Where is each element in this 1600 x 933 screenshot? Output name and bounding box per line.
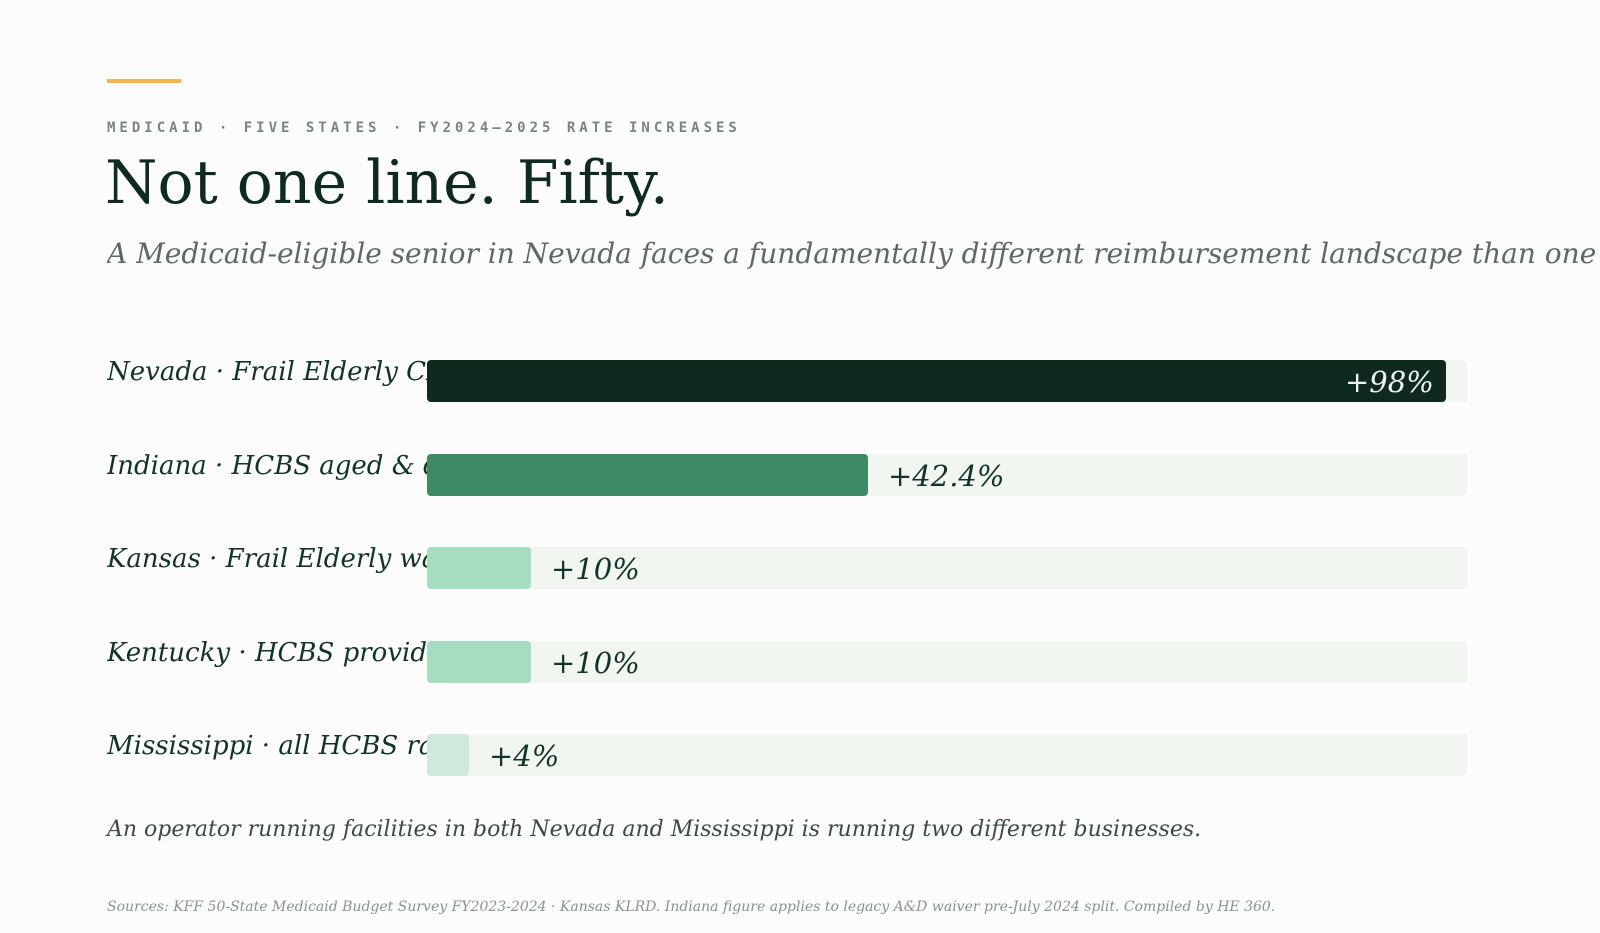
- bar: [427, 360, 1446, 402]
- category-label: Indiana · HCBS aged & disabled: [107, 451, 427, 481]
- value-label: +42.4%: [888, 459, 1005, 493]
- page-subtitle: A Medicaid-eligible senior in Nevada fac…: [107, 237, 1597, 270]
- bar: [427, 547, 531, 589]
- bar: [427, 734, 469, 776]
- page-title: Not one line. Fifty.: [105, 148, 669, 218]
- value-label: +4%: [489, 739, 560, 773]
- eyebrow-label: MEDICAID · FIVE STATES · FY2024–2025 RAT…: [107, 120, 741, 136]
- category-label: Nevada · Frail Elderly CHE waiver: [107, 357, 427, 387]
- category-label: Kansas · Frail Elderly waiver: [107, 544, 427, 574]
- bar: [427, 454, 868, 496]
- bar-track: [427, 547, 1467, 589]
- value-label: +10%: [551, 552, 640, 586]
- value-label: +10%: [551, 646, 640, 680]
- bar: [427, 641, 531, 683]
- category-label: Kentucky · HCBS providers: [107, 638, 427, 668]
- value-label: +98%: [1345, 365, 1434, 399]
- chart-note: An operator running facilities in both N…: [107, 817, 1202, 842]
- bar-track: [427, 641, 1467, 683]
- bar-track: [427, 734, 1467, 776]
- category-label: Mississippi · all HCBS rates: [107, 731, 427, 761]
- accent-rule: [107, 79, 181, 83]
- sources-footnote: Sources: KFF 50-State Medicaid Budget Su…: [107, 899, 1276, 915]
